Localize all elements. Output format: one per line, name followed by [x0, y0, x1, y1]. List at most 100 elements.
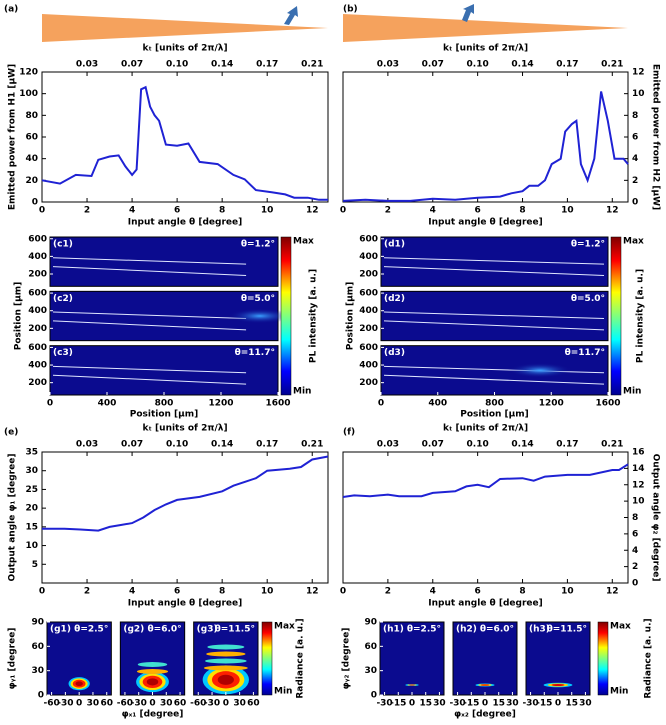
x-tick-label: 10 [261, 206, 274, 216]
plot-frame [41, 451, 329, 584]
x-tick-label: 4 [129, 587, 135, 597]
y-tick-label: 90 [364, 618, 377, 628]
y-tick-label: 30 [364, 666, 377, 676]
x-tick-label: 15 [565, 699, 578, 709]
x-tick-label: 0 [47, 399, 53, 409]
y-tick-label: 20 [25, 176, 38, 186]
x-tick-label: 6 [174, 587, 180, 597]
x-axis-title: Input angle θ [degree] [128, 599, 242, 609]
x-tick-label: 0 [378, 399, 384, 409]
x-tick-label: -30 [449, 699, 465, 709]
panel-label: (b) [343, 5, 358, 15]
x-axis-title: Input angle θ [degree] [428, 218, 542, 228]
subpanel-label: (c2) [53, 294, 73, 304]
subpanel-label: (g3) [197, 625, 218, 635]
x-axis-title: φₓ₂ [degree] [454, 710, 516, 720]
y-tick-label: 600 [28, 289, 47, 299]
x2-tick-label: 0.03 [76, 60, 98, 70]
x-tick-label: 10 [561, 587, 574, 597]
subpanel-annotation: θ=1.2° [241, 240, 275, 250]
x-tick-label: 0 [223, 699, 229, 709]
x-axis-title: φₓ₁ [degree] [122, 710, 184, 720]
y-tick-label: 12 [632, 480, 645, 490]
x-tick-label: 4 [129, 206, 135, 216]
y-tick-label: 4 [632, 546, 638, 556]
x-tick-label: 0 [409, 699, 415, 709]
x2-tick-label: 0.21 [301, 60, 323, 70]
subpanel-label: (c1) [53, 240, 73, 250]
y-tick-label: 35 [25, 448, 38, 458]
x-tick-label: 6 [475, 206, 481, 216]
x-tick-label: 0 [39, 206, 45, 216]
x-axis-title: Input angle θ [degree] [128, 218, 242, 228]
y-tick-label: 6 [632, 529, 638, 539]
wedge [343, 14, 628, 42]
subpanel-label: (c3) [53, 348, 73, 358]
x-axis-title: Position [μm] [130, 410, 199, 420]
x-tick-label: 30 [506, 699, 519, 709]
y-tick-label: 16 [632, 448, 645, 458]
y-tick-label: 200 [28, 270, 47, 280]
radiance-spot [408, 684, 416, 686]
y-tick-label: 0 [32, 198, 38, 208]
x2-tick-label: 0.21 [301, 440, 323, 450]
colorbar-min: Min [623, 387, 641, 397]
subpanel-annotation: θ=6.0° [480, 625, 514, 635]
y-tick-label: 10 [632, 89, 645, 99]
colorbar-min: Min [274, 687, 292, 697]
y-tick-label: 200 [28, 324, 47, 334]
colorbar-max: Max [274, 622, 295, 632]
y-tick-label: 80 [25, 111, 38, 121]
x2-tick-label: 0.10 [467, 60, 489, 70]
data-line [342, 463, 629, 498]
subpanel-label: (h2) [456, 625, 477, 635]
x2-tick-label: 0.14 [211, 60, 233, 70]
emission-glow [227, 308, 292, 324]
waveguide-edge [383, 320, 605, 331]
y-tick-label: 12 [632, 68, 645, 78]
y-tick-label: 120 [19, 68, 38, 78]
x-tick-label: 30 [160, 699, 173, 709]
waveguide-edge [52, 257, 247, 265]
subpanel-annotation: θ=11.5° [547, 625, 587, 635]
plot-frame [342, 451, 629, 584]
x-tick-label: 0 [555, 699, 561, 709]
x2-tick-label: 0.14 [511, 440, 533, 450]
x2-tick-label: 0.17 [256, 60, 278, 70]
subpanel-annotation: θ=11.7° [565, 348, 605, 358]
x-tick-label: -30 [522, 699, 538, 709]
y-tick-label: 400 [28, 361, 47, 371]
x-tick-label: 1600 [595, 399, 620, 409]
x-tick-label: 60 [100, 699, 113, 709]
data-line [342, 91, 629, 202]
x2-tick-label: 0.03 [76, 440, 98, 450]
y-tick-label: 40 [25, 154, 38, 164]
subpanel-label: (h3) [529, 625, 550, 635]
x-tick-label: 12 [306, 587, 319, 597]
colorbar-min: Min [610, 687, 628, 697]
y-tick-label: 90 [31, 618, 44, 628]
y-tick-label: 0 [632, 198, 638, 208]
x2-axis-title: kₜ [units of 2π/λ] [142, 424, 227, 434]
colorbar-max: Max [610, 622, 631, 632]
x-tick-label: -30 [376, 699, 392, 709]
x2-axis-title: kₜ [units of 2π/λ] [443, 44, 528, 54]
subpanel-annotation: θ=6.0° [147, 625, 181, 635]
x-tick-label: 8 [519, 206, 525, 216]
x-tick-label: 60 [247, 699, 260, 709]
y-axis-title: Output angle φ₂ [degree] [651, 454, 661, 582]
y-tick-label: 10 [632, 497, 645, 507]
x-tick-label: 10 [261, 587, 274, 597]
x-tick-label: 8 [219, 587, 225, 597]
x-tick-label: 12 [306, 206, 319, 216]
x-tick-label: -30 [131, 699, 147, 709]
panel-label: (f) [343, 428, 355, 438]
y-tick-label: 0 [632, 579, 638, 589]
x-tick-label: 800 [155, 399, 174, 409]
x-tick-label: 0 [39, 587, 45, 597]
x-tick-label: -30 [204, 699, 220, 709]
y-tick-label: 60 [364, 642, 377, 652]
x-tick-label: 2 [84, 206, 90, 216]
y-tick-label: 6 [632, 133, 638, 143]
